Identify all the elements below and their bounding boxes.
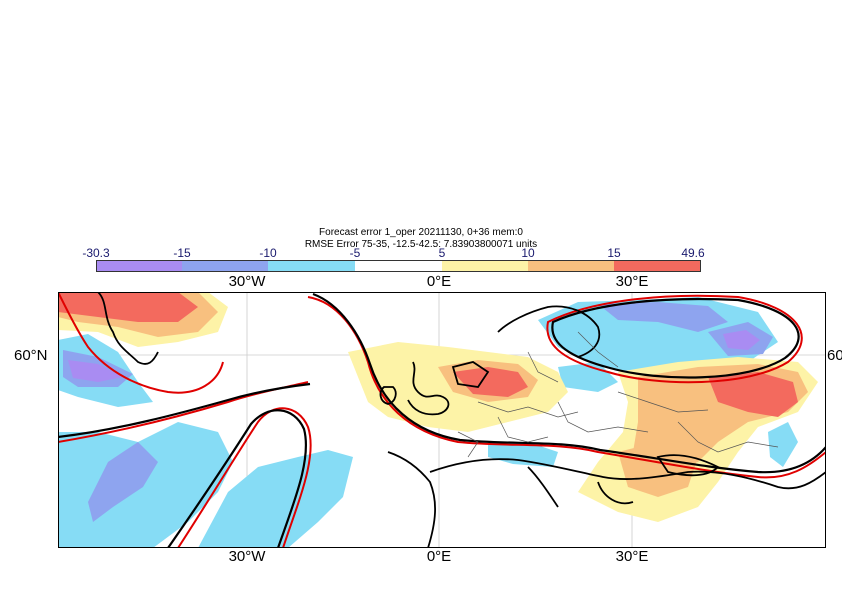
red-area-europe: [453, 367, 528, 397]
colorbar-frame: [96, 260, 701, 272]
colorbar-tick-label: -15: [173, 246, 191, 260]
colorbar-bin-6: [528, 260, 614, 272]
plot-title-line1: Forecast error 1_oper 20211130, 0+36 mem…: [319, 227, 523, 238]
colorbar-tick-label: 10: [521, 246, 535, 260]
lon-label-top-0e: 0°E: [426, 273, 452, 290]
colorbar-bin-2: [182, 260, 268, 272]
lon-label-top-30e: 30°E: [615, 273, 649, 290]
colorbar-bin-4: [355, 260, 442, 272]
colorbar-tick-label: -30.3: [82, 246, 110, 260]
forecast-error-map: [58, 292, 826, 548]
red-area-east: [708, 372, 798, 417]
map-frame: [58, 292, 826, 548]
lon-label-bottom-0e: 0°E: [426, 548, 452, 565]
plot-title-line2: RMSE Error 75-35, -12.5-42.5: 7.83903800…: [304, 239, 538, 250]
light-blue-area-med: [488, 442, 558, 467]
black-contours: [58, 292, 826, 548]
colorbar-bin-3: [268, 260, 355, 272]
lat-label-right-60n: 60: [827, 347, 842, 364]
purple-area-east: [723, 330, 760, 350]
red-contours: [58, 292, 826, 548]
colorbar-tick-label: 5: [438, 246, 446, 260]
lon-label-top-30w: 30°W: [228, 273, 266, 290]
blue-area-sw: [88, 442, 158, 522]
colorbar-tick-label: 49.6: [681, 246, 705, 260]
coastlines: [97, 292, 826, 548]
lat-label-left-60n: 60°N: [14, 347, 48, 364]
positive-error-shading: [58, 292, 818, 522]
colorbar-tick-label: -5: [349, 246, 361, 260]
red-area-nw: [58, 292, 198, 322]
lon-label-bottom-30e: 30°E: [615, 548, 649, 565]
purple-area-nw: [68, 360, 123, 382]
blue-area-scand: [598, 302, 728, 332]
colorbar-tick-label: 15: [607, 246, 621, 260]
colorbar-bin-7: [614, 260, 701, 272]
lon-label-bottom-30w: 30°W: [228, 548, 266, 565]
country-borders: [457, 331, 779, 458]
colorbar-tick-label: -10: [259, 246, 277, 260]
light-blue-area-central: [198, 450, 353, 548]
colorbar-bin-1: [96, 260, 182, 272]
light-blue-area-baltic: [558, 362, 618, 392]
colorbar-bin-5: [442, 260, 528, 272]
light-blue-area-east: [768, 422, 798, 467]
